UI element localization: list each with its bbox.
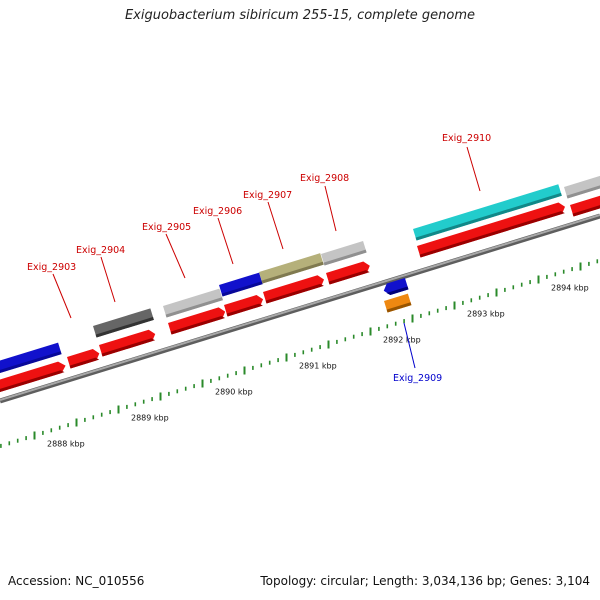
feature-box-exig-2910[interactable] [413, 184, 562, 241]
feature-box-exig-2907[interactable] [259, 253, 324, 284]
feature-box-exig-2908[interactable] [321, 241, 367, 266]
cds-arrow-exig-2907[interactable] [263, 274, 326, 304]
gene-label-exig-2904[interactable]: Exig_2904 [76, 245, 125, 256]
feature-box-exig-2905[interactable] [163, 288, 223, 318]
scale-label: 2893 kbp [467, 310, 505, 319]
gene-label-exig-2909[interactable]: Exig_2909 [393, 373, 442, 384]
cds-arrow-exig-2904[interactable] [99, 328, 157, 357]
gene-label-exig-2907[interactable]: Exig_2907 [243, 190, 292, 201]
cds-arrow-exig-2906[interactable] [224, 294, 265, 317]
cds-arrow-exig-2908[interactable] [326, 260, 372, 285]
scale-label: 2889 kbp [131, 414, 169, 423]
feature-box-exig-2906[interactable] [219, 272, 263, 297]
accession-label: Accession: NC_010556 [8, 574, 145, 588]
gene-label-exig-2906[interactable]: Exig_2906 [193, 206, 242, 217]
gene-label-leaders [52, 146, 481, 369]
reverse-feature-box-exig-2909[interactable] [384, 293, 412, 313]
cds-arrow-exig-2910[interactable] [417, 201, 567, 258]
gene-label-exig-2903[interactable]: Exig_2903 [27, 262, 76, 273]
cds-arrow-right[interactable] [570, 191, 600, 217]
scale-label: 2892 kbp [383, 336, 421, 345]
scale-label: 2891 kbp [299, 362, 337, 371]
scale-label: 2894 kbp [551, 284, 589, 293]
feature-track-upper [0, 172, 600, 374]
reverse-cds-arrow-exig-2909[interactable] [382, 277, 409, 297]
genome-backbone [0, 213, 600, 404]
scale-label: 2890 kbp [215, 388, 253, 397]
gene-label-exig-2910[interactable]: Exig_2910 [442, 133, 491, 144]
cds-arrow[interactable] [0, 360, 67, 393]
gene-label-exig-2908[interactable]: Exig_2908 [300, 173, 349, 184]
cds-track [0, 191, 600, 393]
map-title: Exiguobacterium sibiricum 255-15, comple… [124, 8, 476, 23]
gene-label-exig-2905[interactable]: Exig_2905 [142, 222, 191, 233]
scale-labels: 2888 kbp 2889 kbp 2890 kbp 2891 kbp 2892 kbp… [47, 284, 589, 449]
gene-labels: Exig_2903 Exig_2904 Exig_2905 Exig_2906 … [27, 133, 491, 384]
cds-arrow-exig-2903[interactable] [67, 348, 101, 369]
scale-label: 2888 kbp [47, 440, 85, 449]
scale-ticks [0, 259, 599, 448]
feature-box-right-gray[interactable] [564, 172, 600, 199]
cds-arrow-exig-2905[interactable] [168, 306, 227, 335]
genome-info-label: Topology: circular; Length: 3,034,136 bp… [260, 574, 590, 588]
feature-box-exig-2904[interactable] [93, 308, 154, 338]
feature-box-blue-left[interactable] [0, 342, 62, 374]
